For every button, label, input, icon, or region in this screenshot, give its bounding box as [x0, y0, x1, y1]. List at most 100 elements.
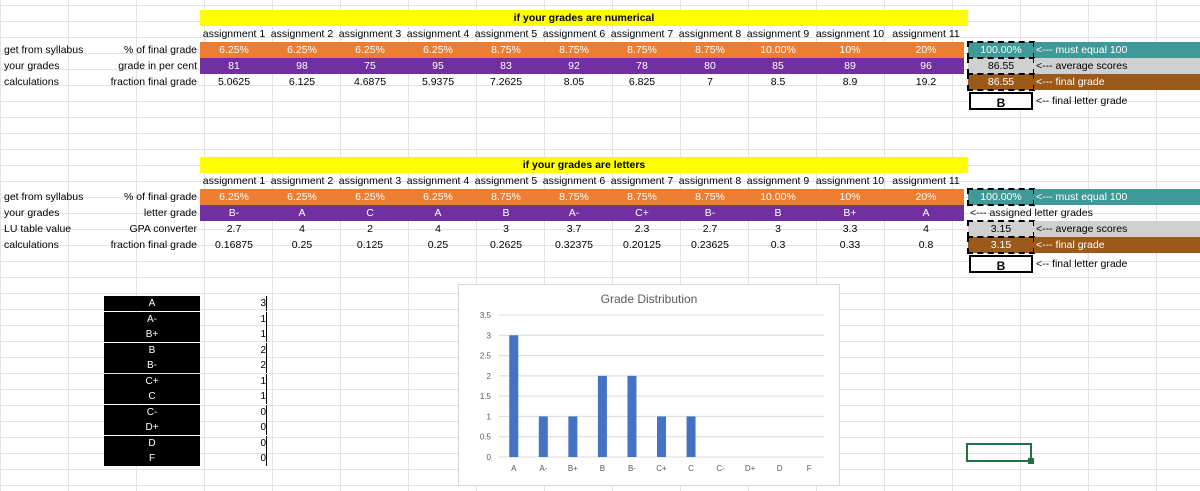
letter_section-assignment-header[interactable]: assignment 4: [406, 175, 470, 187]
numeric_section-row3-value[interactable]: 8.05: [563, 76, 585, 88]
letter_section-row2-value[interactable]: B: [472, 205, 540, 221]
numeric_section-assignment-header[interactable]: assignment 2: [270, 28, 334, 40]
distribution-grade[interactable]: B+: [104, 327, 200, 342]
bar-A-[interactable]: [538, 416, 548, 457]
letter_section-row1-value[interactable]: 6.25%: [200, 189, 268, 205]
letter_section-assignment-header[interactable]: assignment 2: [270, 175, 334, 187]
numeric_section-row3-value[interactable]: 6.825: [628, 76, 656, 88]
letter_section-row2-label-b[interactable]: letter grade: [143, 207, 197, 219]
distribution-grade[interactable]: B-: [104, 358, 200, 373]
numeric_section-row3-value[interactable]: 6.125: [288, 76, 316, 88]
distribution-count[interactable]: 0: [200, 435, 267, 451]
letter_section-row3-value[interactable]: 4: [299, 223, 305, 235]
numeric_section-assignment-header[interactable]: assignment 8: [678, 28, 742, 40]
letter_section-assignment-header[interactable]: assignment 11: [892, 175, 960, 187]
numeric_section-row2-label-b[interactable]: grade in per cent: [118, 60, 197, 72]
letter_section-assignment-header[interactable]: assignment 8: [678, 175, 742, 187]
numeric_section-assignment-header[interactable]: assignment 4: [406, 28, 470, 40]
letter_section-row4-total[interactable]: 3.15: [967, 236, 1035, 254]
letter_section-row4-value[interactable]: 0.25: [291, 239, 313, 251]
distribution-grade[interactable]: C: [104, 389, 200, 404]
numeric_section-row1-label-b[interactable]: % of final grade: [124, 44, 197, 56]
numeric_section-row1-value[interactable]: 8.75%: [472, 42, 540, 58]
letter_section-row3-value[interactable]: 4: [923, 223, 929, 235]
numeric_section-title[interactable]: if your grades are numerical: [200, 10, 968, 26]
letter_section-row2-value[interactable]: A-: [540, 205, 608, 221]
numeric_section-row2-value[interactable]: 95: [404, 58, 472, 74]
letter_section-row1-value[interactable]: 6.25%: [336, 189, 404, 205]
numeric_section-assignment-header[interactable]: assignment 7: [610, 28, 674, 40]
letter_section-row2-value[interactable]: C: [336, 205, 404, 221]
numeric_section-row1-value[interactable]: 6.25%: [268, 42, 336, 58]
numeric_section-assignment-header[interactable]: assignment 3: [338, 28, 402, 40]
numeric_section-row3-value[interactable]: 8.9: [842, 76, 858, 88]
bar-C[interactable]: [686, 416, 696, 457]
selected-cell[interactable]: [966, 443, 1032, 462]
distribution-count[interactable]: 2: [200, 342, 267, 358]
letter_section-row1-value[interactable]: 8.75%: [472, 189, 540, 205]
letter-final-letter-grade[interactable]: B: [969, 255, 1033, 273]
numeric_section-row3-value[interactable]: 8.5: [770, 76, 786, 88]
letter_section-row4-value[interactable]: 0.33: [839, 239, 861, 251]
numeric_section-row1-value[interactable]: 6.25%: [200, 42, 268, 58]
bar-B-[interactable]: [627, 375, 637, 457]
numeric_section-row3-value[interactable]: 4.6875: [353, 76, 387, 88]
distribution-count[interactable]: 0: [200, 420, 267, 435]
letter_section-row2-value[interactable]: B-: [676, 205, 744, 221]
distribution-count[interactable]: 0: [200, 404, 267, 420]
letter_section-row3-value[interactable]: 2.7: [702, 223, 718, 235]
numeric_section-row2-value[interactable]: 89: [812, 58, 888, 74]
letter_section-row3-value[interactable]: 3.3: [842, 223, 858, 235]
letter_section-assignment-header[interactable]: assignment 5: [474, 175, 538, 187]
letter_section-row3-value[interactable]: 3: [503, 223, 509, 235]
letter_section-row4-value[interactable]: 0.8: [918, 239, 934, 251]
distribution-grade[interactable]: C+: [104, 373, 200, 389]
distribution-grade[interactable]: C-: [104, 404, 200, 420]
numeric_section-row3-value[interactable]: 7: [707, 76, 713, 88]
bar-B+[interactable]: [568, 416, 578, 457]
numeric_section-row2-value[interactable]: 92: [540, 58, 608, 74]
numeric_section-row1-value[interactable]: 10%: [812, 42, 888, 58]
distribution-grade[interactable]: D: [104, 435, 200, 451]
numeric_section-row3-label-a[interactable]: calculations: [4, 76, 59, 88]
numeric-final-letter-grade[interactable]: B: [969, 92, 1033, 110]
letter_section-row4-label-a[interactable]: calculations: [4, 239, 59, 251]
numeric_section-row2-value[interactable]: 75: [336, 58, 404, 74]
distribution-grade[interactable]: B: [104, 342, 200, 358]
distribution-count[interactable]: 2: [200, 358, 267, 373]
letter_section-row3-value[interactable]: 2: [367, 223, 373, 235]
numeric_section-row1-total[interactable]: 100.00%: [967, 41, 1035, 59]
numeric_section-row3-label-b[interactable]: fraction final grade: [110, 76, 197, 88]
letter_section-row1-value[interactable]: 20%: [888, 189, 964, 205]
numeric_section-row1-value[interactable]: 8.75%: [540, 42, 608, 58]
letter_section-row1-label-b[interactable]: % of final grade: [124, 191, 197, 203]
letter_section-row4-value[interactable]: 0.16875: [215, 239, 253, 251]
letter_section-row1-value[interactable]: 8.75%: [676, 189, 744, 205]
letter_section-row1-value[interactable]: 8.75%: [608, 189, 676, 205]
numeric_section-row2-value[interactable]: 83: [472, 58, 540, 74]
letter_section-row3-total[interactable]: 3.15: [967, 220, 1035, 238]
letter_section-row4-value[interactable]: 0.23625: [691, 239, 729, 251]
letter_section-row1-value[interactable]: 6.25%: [268, 189, 336, 205]
letter_section-assignment-header[interactable]: assignment 9: [746, 175, 810, 187]
letter_section-row4-value[interactable]: 0.32375: [555, 239, 593, 251]
numeric_section-assignment-header[interactable]: assignment 1: [202, 28, 266, 40]
numeric_section-row2-value[interactable]: 81: [200, 58, 268, 74]
distribution-count[interactable]: 1: [200, 389, 267, 404]
letter_section-assignment-header[interactable]: assignment 6: [542, 175, 606, 187]
distribution-grade[interactable]: A: [104, 296, 200, 311]
numeric_section-row3-value[interactable]: 5.9375: [421, 76, 455, 88]
letter_section-row2-value[interactable]: A: [404, 205, 472, 221]
numeric_section-row2-value[interactable]: 85: [744, 58, 812, 74]
numeric_section-row3-value[interactable]: 7.2625: [489, 76, 523, 88]
letter_section-row3-value[interactable]: 4: [435, 223, 441, 235]
letter_section-row2-value[interactable]: A: [268, 205, 336, 221]
numeric_section-row2-value[interactable]: 96: [888, 58, 964, 74]
letter_section-row1-value[interactable]: 8.75%: [540, 189, 608, 205]
letter_section-row3-label-a[interactable]: LU table value: [4, 223, 72, 235]
numeric_section-row1-value[interactable]: 8.75%: [676, 42, 744, 58]
letter_section-row4-value[interactable]: 0.3: [770, 239, 786, 251]
letter_section-row1-value[interactable]: 10.00%: [744, 189, 812, 205]
numeric_section-row3-value[interactable]: 5.0625: [217, 76, 251, 88]
letter_section-row3-value[interactable]: 3: [775, 223, 781, 235]
